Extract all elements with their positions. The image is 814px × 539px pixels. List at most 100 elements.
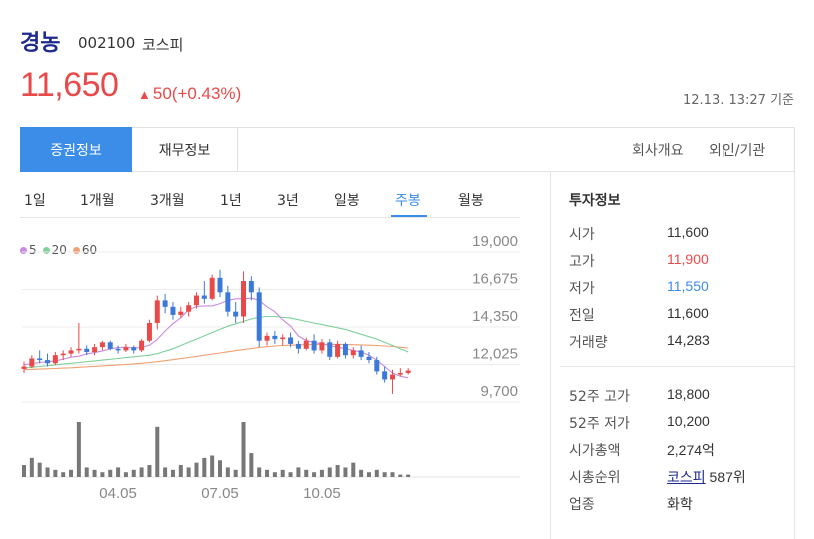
period-daily[interactable]: 일봉 [334, 193, 360, 209]
period-weekly[interactable]: 주봉 [395, 193, 421, 209]
candle-body [60, 353, 66, 356]
period-baseline [20, 217, 520, 218]
info-volume-label: 거래량 [569, 335, 608, 351]
candle-body [107, 342, 113, 349]
candle-body [178, 311, 184, 315]
tab-financial-info[interactable]: 재무정보 [132, 128, 238, 171]
volume-bar [29, 457, 34, 477]
info-52w-high-value: 18,800 [667, 386, 710, 402]
info-industry-label: 업종 [569, 497, 595, 513]
legend-ma5: 5 [20, 243, 37, 257]
ma20-line [23, 315, 409, 369]
stock-market: 코스피 [142, 36, 184, 54]
candle-body [389, 374, 395, 380]
tab-separator [723, 144, 724, 157]
candle-body [29, 358, 35, 367]
period-monthly[interactable]: 월봉 [458, 193, 484, 209]
candle-body [154, 300, 160, 323]
volume-bar [116, 467, 121, 477]
volume-bar [288, 472, 293, 477]
candle-body [37, 358, 43, 361]
candle-body [350, 350, 356, 356]
info-low-value: 11,550 [667, 278, 709, 294]
candle-body [193, 295, 199, 306]
stock-code: 002100 [78, 34, 136, 52]
info-separator [560, 366, 794, 367]
section-tabbar: 증권정보 재무정보 회사개요 외인/기관 [20, 127, 795, 172]
volume-bar [343, 467, 348, 477]
weekly-candlestick-chart[interactable]: 19,000 16,675 14,350 12,025 9,700 04.05 07.05 1… [0, 230, 540, 510]
volume-bar [382, 472, 387, 477]
volume-bar [406, 474, 411, 477]
volume-bar [390, 472, 395, 477]
volume-bar [61, 472, 66, 477]
candle-body [248, 281, 254, 293]
ma20-dot-icon [42, 246, 50, 254]
tab-securities-info[interactable]: 증권정보 [20, 127, 132, 172]
ma5-line [23, 297, 409, 379]
legend-ma20-label: 20 [51, 243, 67, 257]
candle-body [76, 348, 82, 351]
info-market-cap-label: 시가총액 [569, 443, 621, 459]
candle-body [139, 340, 145, 351]
panel-border [794, 172, 795, 539]
volume-bar [249, 453, 254, 477]
volume-bar [194, 462, 199, 477]
candle-body [319, 342, 325, 351]
volume-bar [170, 469, 175, 477]
volume-bar [123, 472, 128, 477]
info-rank-label: 시총순위 [569, 470, 621, 486]
period-3m[interactable]: 3개월 [150, 193, 185, 209]
volume-bar [22, 465, 26, 477]
volume-bar [84, 467, 89, 477]
candle-body [264, 335, 270, 341]
rank-number: 587위 [709, 469, 746, 485]
volume-bar [100, 472, 105, 477]
candle-body [366, 356, 372, 361]
investment-info-title: 투자정보 [569, 193, 621, 209]
candle-body [52, 355, 58, 364]
volume-bar [45, 467, 50, 477]
candle-body [233, 311, 239, 317]
volume-bar [374, 469, 379, 477]
volume-bar [131, 469, 136, 477]
tab-company-overview[interactable]: 회사개요 [632, 142, 684, 159]
period-1y[interactable]: 1년 [220, 193, 242, 209]
candle-body [256, 292, 262, 341]
period-1m[interactable]: 1개월 [80, 193, 115, 209]
volume-bar [155, 426, 160, 477]
rank-market-link[interactable]: 코스피 [667, 469, 706, 485]
volume-bar [186, 467, 191, 477]
info-52w-high-label: 52주 고가 [569, 389, 630, 405]
x-tick-label: 07.05 [201, 485, 239, 502]
stock-name: 경농 [20, 31, 61, 56]
volume-bar [218, 460, 222, 477]
candle-body [217, 277, 223, 293]
info-rank-value: 코스피 587위 [667, 467, 746, 487]
volume-bar [319, 469, 324, 477]
volume-bar [351, 462, 356, 477]
info-52w-low-label: 52주 저가 [569, 416, 630, 432]
info-industry-value[interactable]: 화학 [667, 496, 693, 512]
up-arrow-icon: ▲ [138, 87, 151, 102]
volume-bar [312, 472, 317, 477]
info-open-label: 시가 [569, 227, 595, 243]
candle-body [358, 350, 364, 357]
current-price: 11,650 [20, 66, 119, 104]
info-prev-close-value: 11,600 [667, 305, 709, 321]
price-change: ▲ 50(+0.43%) [138, 84, 241, 104]
period-3y[interactable]: 3년 [277, 193, 299, 209]
volume-bar [241, 422, 246, 477]
info-market-cap-value: 2,274억 [667, 442, 715, 458]
ma-legend: 5 20 60 [20, 243, 100, 257]
ma5-dot-icon [20, 246, 27, 254]
info-prev-close-label: 전일 [569, 308, 595, 324]
tab-foreign-institution[interactable]: 외인/기관 [709, 142, 766, 159]
candle-body [170, 306, 176, 315]
candle-body [225, 292, 231, 312]
candle-body [280, 337, 286, 340]
period-1d[interactable]: 1일 [24, 193, 46, 209]
candle-body [327, 342, 333, 357]
volume-bar [147, 465, 152, 477]
as-of-time: 12.13. 13:27 기준 [683, 93, 794, 108]
